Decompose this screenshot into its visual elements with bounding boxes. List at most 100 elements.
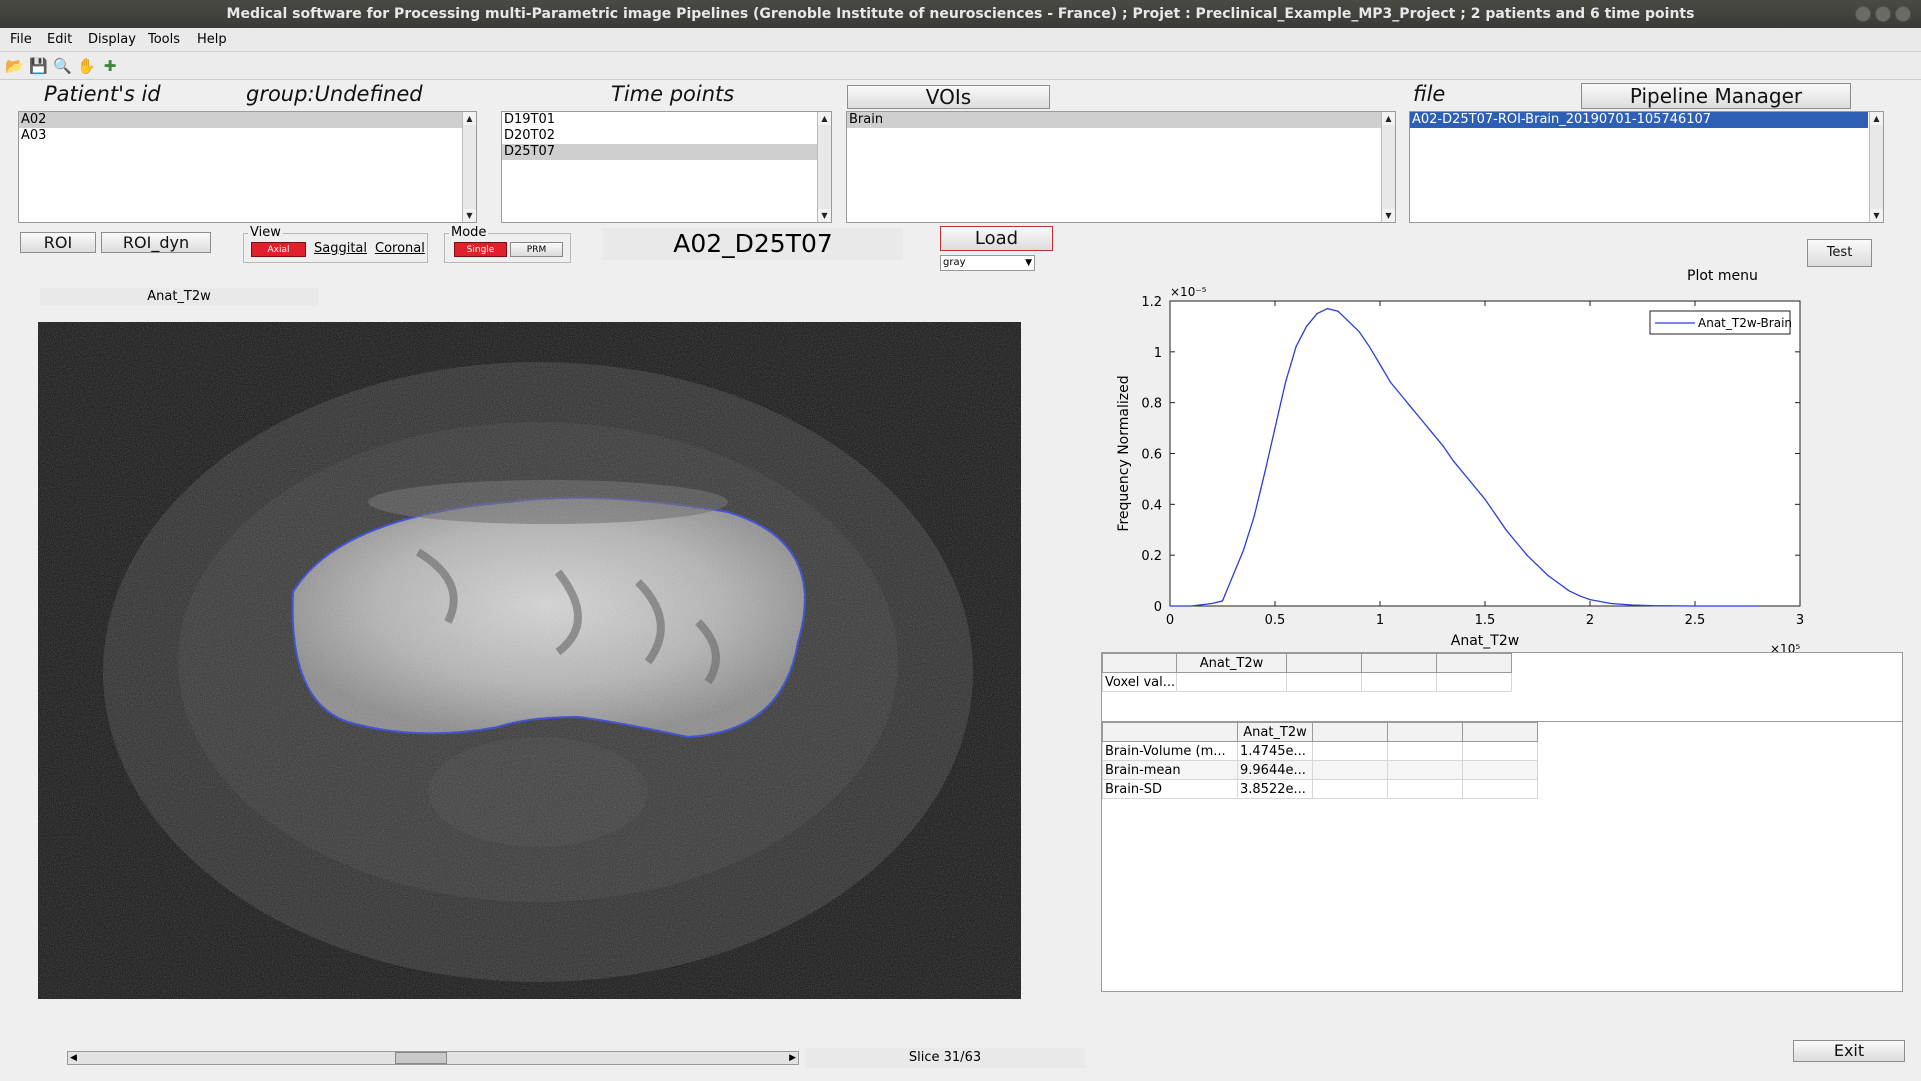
table-cell[interactable] [1312, 760, 1388, 780]
vois-list[interactable]: Brain ▲ ▼ [846, 111, 1396, 223]
scroll-down-icon[interactable]: ▼ [818, 209, 831, 222]
file-list[interactable]: A02-D25T07-ROI-Brain_20190701-105746107 … [1409, 111, 1884, 223]
data-point [1169, 605, 1171, 607]
table-cell[interactable]: 3.8522e... [1237, 779, 1313, 799]
table-cell[interactable] [1387, 741, 1463, 761]
table-cell[interactable] [1286, 653, 1362, 673]
table-cell[interactable] [1312, 741, 1388, 761]
table-cell[interactable]: Voxel val... [1102, 672, 1177, 692]
minimize-button[interactable] [1855, 6, 1871, 22]
table-cell[interactable] [1387, 779, 1463, 799]
table-cell[interactable] [1462, 722, 1538, 742]
data-point [1757, 605, 1759, 607]
prm-mode-button[interactable]: PRM [510, 242, 563, 257]
menu-edit[interactable]: Edit [47, 32, 73, 47]
mri-image-viewer[interactable] [38, 322, 1021, 999]
table-cell[interactable]: Brain-mean [1102, 760, 1238, 780]
scrollbar[interactable]: ▲ ▼ [1381, 112, 1395, 222]
menu-display[interactable]: Display [88, 32, 136, 47]
save-icon[interactable]: 💾 [29, 57, 48, 75]
table-cell[interactable] [1462, 760, 1538, 780]
data-point [1431, 432, 1434, 434]
timepoints-list[interactable]: D19T01 D20T02 D25T07 ▲ ▼ [501, 111, 832, 223]
scroll-up-icon[interactable]: ▲ [1382, 112, 1395, 125]
list-item[interactable]: A03 [21, 128, 47, 143]
histogram-chart[interactable]: 0 0.5 1 1.5 2 2.5 3 0 0.2 0.4 0.6 0.8 1 1.2 ×10⁻⁵ ×10⁵ A… [1110, 280, 1810, 656]
scroll-up-icon[interactable]: ▲ [818, 112, 831, 125]
table-cell[interactable] [1387, 760, 1463, 780]
data-point [1410, 407, 1413, 409]
table-cell[interactable]: 9.9644e... [1237, 760, 1313, 780]
list-item[interactable]: D19T01 [504, 112, 556, 127]
scroll-right-icon[interactable]: ▶ [789, 1053, 796, 1063]
table-cell[interactable] [1286, 672, 1362, 692]
table-cell[interactable] [1462, 779, 1538, 799]
close-button[interactable] [1895, 6, 1911, 22]
data-point [1557, 582, 1560, 584]
vois-header-button[interactable]: VOIs [847, 85, 1050, 109]
pipeline-manager-button[interactable]: Pipeline Manager [1581, 83, 1851, 109]
table-cell[interactable]: Anat_T2w [1176, 653, 1287, 673]
scroll-left-icon[interactable]: ◀ [70, 1053, 77, 1063]
table-cell[interactable] [1387, 722, 1463, 742]
scrollbar[interactable]: ▲ ▼ [462, 112, 476, 222]
table-cell[interactable] [1312, 722, 1388, 742]
axial-button[interactable]: Axial [251, 242, 306, 257]
test-button[interactable]: Test [1807, 239, 1872, 267]
table-row: Brain-SD 3.8522e... [1102, 779, 1538, 799]
data-point [1379, 363, 1381, 366]
zoom-icon[interactable]: 🔍 [53, 57, 72, 75]
roi-dyn-button[interactable]: ROI_dyn [101, 232, 211, 253]
exit-button[interactable]: Exit [1793, 1040, 1905, 1062]
data-point [1463, 473, 1465, 475]
list-item[interactable]: D25T07 [502, 144, 831, 160]
scrollbar[interactable]: ▲ ▼ [817, 112, 831, 222]
scrollbar[interactable]: ▲ ▼ [1869, 112, 1883, 222]
colormap-select[interactable]: gray ▼ [940, 255, 1035, 271]
table-cell[interactable] [1361, 653, 1437, 673]
scroll-up-icon[interactable]: ▲ [463, 112, 476, 125]
pan-hand-icon[interactable]: ✋ [77, 57, 96, 75]
table-cell[interactable] [1436, 672, 1512, 692]
data-point [1232, 574, 1234, 577]
patients-list[interactable]: A02 A03 ▲ ▼ [18, 111, 477, 223]
table-cell[interactable] [1312, 779, 1388, 799]
table-cell[interactable] [1436, 653, 1512, 673]
table-cell[interactable]: Brain-SD [1102, 779, 1238, 799]
table-cell[interactable]: Anat_T2w [1237, 722, 1313, 742]
maximize-button[interactable] [1875, 6, 1891, 22]
table-cell[interactable] [1361, 672, 1437, 692]
data-cursor-icon[interactable]: ✚ [103, 57, 117, 75]
y-tick-label: 0.4 [1141, 498, 1162, 513]
menu-file[interactable]: File [10, 32, 32, 47]
roi-button[interactable]: ROI [20, 232, 96, 253]
scroll-down-icon[interactable]: ▼ [1870, 209, 1883, 222]
list-item[interactable]: A02 [19, 112, 476, 128]
y-tick-label: 0.2 [1141, 549, 1162, 564]
menu-tools[interactable]: Tools [148, 32, 181, 47]
coronal-button[interactable]: Coronal [375, 241, 425, 256]
scroll-down-icon[interactable]: ▼ [1382, 209, 1395, 222]
table-cell[interactable]: 1.4745e... [1237, 741, 1313, 761]
scroll-down-icon[interactable]: ▼ [463, 209, 476, 222]
table-cell[interactable] [1462, 741, 1538, 761]
table-cell[interactable] [1102, 722, 1238, 742]
table-row: Brain-Volume (m... 1.4745e... [1102, 741, 1538, 761]
open-folder-icon[interactable]: 📂 [5, 57, 24, 75]
saggital-button[interactable]: Saggital [314, 241, 368, 256]
list-item[interactable]: Brain [847, 112, 1395, 128]
list-item[interactable]: A02-D25T07-ROI-Brain_20190701-105746107 [1410, 112, 1868, 128]
slice-scroll-thumb[interactable] [395, 1052, 447, 1064]
x-axis-label: Anat_T2w [1451, 633, 1519, 649]
table-cell[interactable]: Brain-Volume (m... [1102, 741, 1238, 761]
table-cell[interactable] [1176, 672, 1287, 692]
scroll-up-icon[interactable]: ▲ [1870, 112, 1883, 125]
view-group: View Axial Saggital Coronal [243, 225, 428, 263]
load-button[interactable]: Load [940, 226, 1053, 251]
table-cell[interactable] [1102, 653, 1177, 673]
slice-scrollbar[interactable]: ◀ ▶ [67, 1051, 799, 1065]
data-point [1284, 381, 1287, 383]
menu-help[interactable]: Help [197, 32, 227, 47]
list-item[interactable]: D20T02 [504, 128, 556, 143]
single-mode-button[interactable]: Single [454, 242, 507, 257]
